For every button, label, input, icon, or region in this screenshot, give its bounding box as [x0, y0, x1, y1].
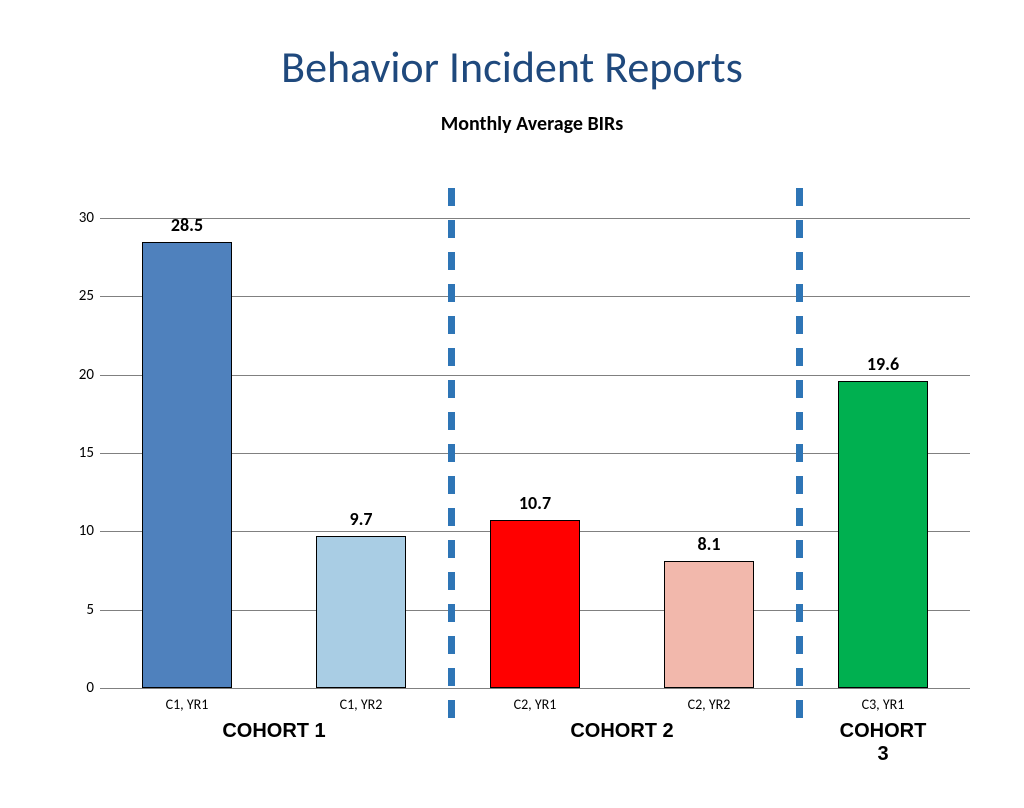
cohort-label: COHORT 3: [840, 720, 927, 766]
page-title: Behavior Incident Reports: [0, 40, 1024, 94]
cohort-label: COHORT 1: [222, 720, 325, 743]
bar-value-label: 9.7: [316, 508, 406, 530]
chart-bar: [664, 561, 754, 688]
y-axis-tick: 20: [64, 366, 94, 384]
chart-bar: [316, 536, 406, 688]
cohort-divider: [448, 188, 455, 718]
chart-bar: [838, 381, 928, 688]
y-axis-tick: 30: [64, 209, 94, 227]
bar-value-label: 19.6: [838, 353, 928, 375]
y-axis-tick: 0: [64, 679, 94, 697]
plot-area: 05101520253028.5C1, YR19.7C1, YR210.7C2,…: [100, 218, 970, 688]
y-axis-tick: 10: [64, 522, 94, 540]
chart-bar: [490, 520, 580, 688]
bar-chart: 05101520253028.5C1, YR19.7C1, YR210.7C2,…: [60, 208, 980, 698]
bar-value-label: 8.1: [664, 533, 754, 555]
y-axis-tick: 25: [64, 287, 94, 305]
bar-value-label: 28.5: [142, 214, 232, 236]
x-axis-label: C3, YR1: [796, 696, 970, 713]
y-axis-tick: 15: [64, 444, 94, 462]
x-axis-label: C1, YR1: [100, 696, 274, 713]
gridline: [100, 688, 970, 689]
x-axis-label: C2, YR1: [448, 696, 622, 713]
chart-bar: [142, 242, 232, 689]
chart-subtitle: Monthly Average BIRs: [40, 112, 1024, 136]
x-axis-label: C1, YR2: [274, 696, 448, 713]
bar-value-label: 10.7: [490, 492, 580, 514]
cohort-label: COHORT 2: [570, 720, 673, 743]
x-axis-label: C2, YR2: [622, 696, 796, 713]
y-axis-tick: 5: [64, 601, 94, 619]
cohort-divider: [796, 188, 803, 718]
